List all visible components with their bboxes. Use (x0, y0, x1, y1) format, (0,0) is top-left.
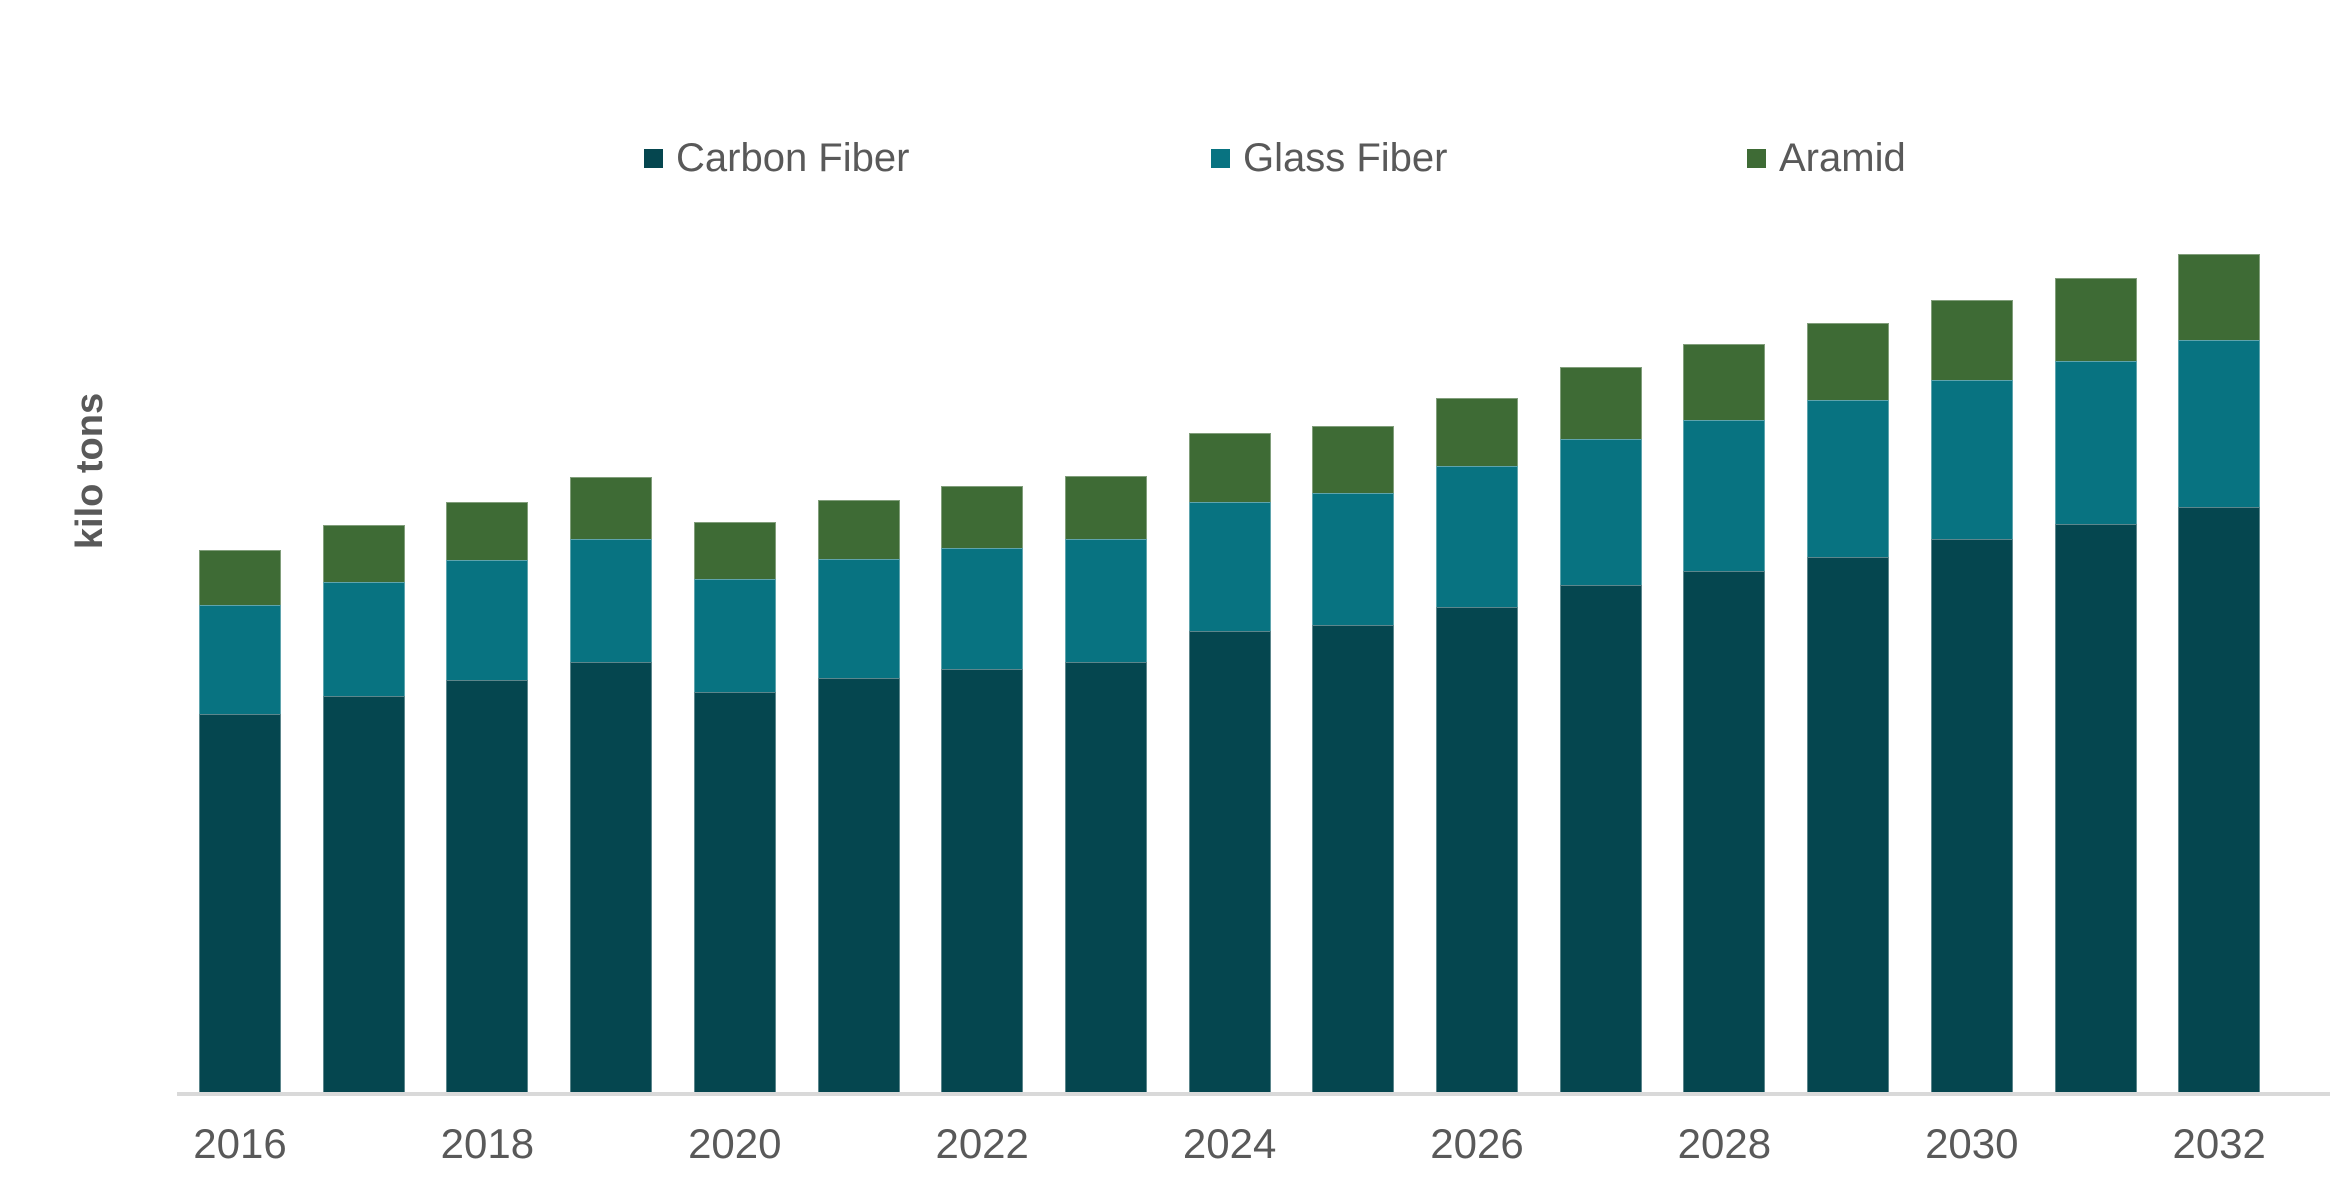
legend-label-carbon-fiber: Carbon Fiber (676, 135, 910, 180)
bar-segment-2032-carbon-fiber (2178, 507, 2261, 1092)
legend-item-carbon-fiber: Carbon Fiber (644, 135, 910, 180)
bar-2031 (2054, 278, 2137, 1092)
bar-segment-2032-glass-fiber (2178, 340, 2261, 507)
x-axis-labels: 2016 2018 2020 2022 2024 2026 2028 2030 2032 (0, 1120, 2335, 1170)
bar-segment-2022-carbon-fiber (941, 669, 1024, 1092)
bar-segment-2017-aramid (322, 525, 405, 582)
legend-label-glass-fiber: Glass Fiber (1243, 135, 1448, 180)
bar-segment-2020-glass-fiber (693, 579, 776, 692)
bar-2021 (817, 500, 900, 1092)
bar-segment-2027-glass-fiber (1559, 439, 1642, 585)
bar-segment-2023-glass-fiber (1064, 539, 1147, 662)
bar-2029 (1807, 323, 1890, 1092)
bar-segment-2020-aramid (693, 522, 776, 579)
x-tick-2016: 2016 (193, 1120, 287, 1167)
bar-segment-2023-aramid (1064, 476, 1147, 539)
legend-label-aramid: Aramid (1779, 135, 1906, 180)
bar-segment-2025-aramid (1312, 426, 1395, 493)
legend-item-glass-fiber: Glass Fiber (1211, 135, 1448, 180)
bar-segment-2031-carbon-fiber (2054, 524, 2137, 1092)
bar-2019 (570, 477, 653, 1092)
bar-2028 (1683, 344, 1766, 1092)
bar-segment-2031-glass-fiber (2054, 361, 2137, 524)
bar-segment-2029-carbon-fiber (1807, 557, 1890, 1092)
bar-segment-2024-aramid (1188, 433, 1271, 502)
plot-area (177, 150, 2330, 1096)
bar-segment-2018-carbon-fiber (446, 680, 529, 1092)
bar-segment-2024-glass-fiber (1188, 502, 1271, 631)
bar-2017 (322, 525, 405, 1092)
bar-segment-2024-carbon-fiber (1188, 631, 1271, 1092)
x-tick-2022: 2022 (935, 1120, 1029, 1167)
x-tick-2032: 2032 (2172, 1120, 2266, 1167)
bar-2020 (693, 522, 776, 1092)
bar-2023 (1064, 476, 1147, 1092)
bar-segment-2016-aramid (199, 550, 281, 605)
bar-2032 (2178, 254, 2261, 1092)
bar-2016 (199, 550, 281, 1092)
bar-segment-2023-carbon-fiber (1064, 662, 1147, 1092)
bar-segment-2027-carbon-fiber (1559, 585, 1642, 1092)
bar-segment-2028-aramid (1683, 344, 1766, 420)
bar-segment-2030-aramid (1930, 300, 2013, 380)
bar-2018 (446, 502, 529, 1092)
bar-segment-2026-aramid (1436, 398, 1518, 466)
legend-swatch-aramid (1747, 148, 1766, 168)
legend-swatch-carbon-fiber (644, 148, 663, 168)
bar-segment-2017-carbon-fiber (322, 696, 405, 1092)
bar-segment-2017-glass-fiber (322, 582, 405, 696)
bar-2027 (1559, 367, 1642, 1092)
bar-segment-2021-carbon-fiber (817, 678, 900, 1092)
x-tick-2030: 2030 (1925, 1120, 2019, 1167)
bar-2024 (1188, 433, 1271, 1092)
bar-segment-2021-aramid (817, 500, 900, 559)
x-tick-2018: 2018 (440, 1120, 535, 1167)
bar-segment-2029-aramid (1807, 323, 1890, 400)
bar-segment-2027-aramid (1559, 367, 1642, 439)
bar-segment-2028-glass-fiber (1683, 420, 1766, 571)
bar-segment-2022-aramid (941, 486, 1024, 548)
bar-segment-2025-carbon-fiber (1312, 625, 1395, 1092)
bar-segment-2019-carbon-fiber (570, 662, 653, 1092)
bar-segment-2030-carbon-fiber (1930, 539, 2013, 1092)
bar-2030 (1930, 300, 2013, 1092)
y-axis-title: kilo tons (69, 392, 111, 550)
x-tick-2026: 2026 (1430, 1120, 1524, 1167)
bar-2026 (1436, 398, 1518, 1092)
bar-segment-2030-glass-fiber (1930, 380, 2013, 539)
bar-2022 (941, 486, 1024, 1092)
bar-segment-2019-glass-fiber (570, 539, 653, 662)
bar-segment-2022-glass-fiber (941, 548, 1024, 669)
bar-segment-2028-carbon-fiber (1683, 571, 1766, 1092)
bar-segment-2029-glass-fiber (1807, 400, 1890, 557)
bar-segment-2025-glass-fiber (1312, 493, 1395, 625)
x-tick-2020: 2020 (688, 1120, 782, 1167)
legend-swatch-glass-fiber (1211, 148, 1230, 168)
x-tick-2024: 2024 (1182, 1120, 1277, 1167)
bar-segment-2016-carbon-fiber (199, 714, 281, 1092)
bar-segment-2031-aramid (2054, 278, 2137, 361)
bar-segment-2018-glass-fiber (446, 560, 529, 680)
bar-segment-2021-glass-fiber (817, 559, 900, 678)
bar-segment-2032-aramid (2178, 254, 2261, 340)
legend-item-aramid: Aramid (1747, 135, 1906, 180)
x-tick-2028: 2028 (1677, 1120, 1772, 1167)
bar-segment-2016-glass-fiber (199, 605, 281, 714)
bar-2025 (1312, 426, 1395, 1092)
bar-segment-2020-carbon-fiber (693, 692, 776, 1092)
bar-segment-2026-carbon-fiber (1436, 607, 1518, 1092)
bar-segment-2018-aramid (446, 502, 529, 560)
bar-segment-2019-aramid (570, 477, 653, 539)
bar-segment-2026-glass-fiber (1436, 466, 1518, 607)
